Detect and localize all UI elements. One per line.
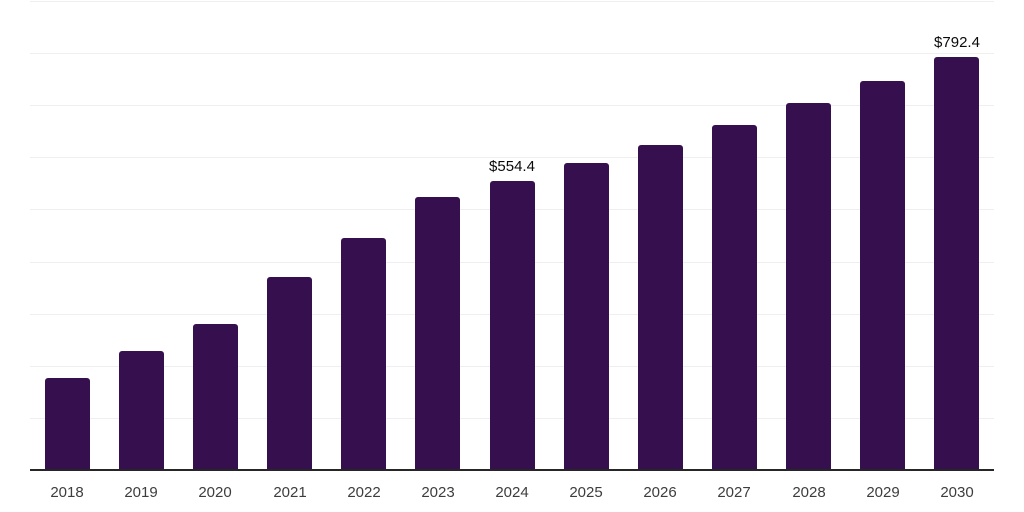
bar-2022 (341, 238, 386, 470)
bar-value-label: $792.4 (934, 34, 980, 51)
x-tick-label: 2023 (421, 484, 455, 501)
gridline (30, 53, 994, 54)
bar-2018 (45, 378, 90, 470)
x-tick-label: 2020 (198, 484, 232, 501)
x-tick-label: 2028 (792, 484, 826, 501)
x-tick-label: 2018 (50, 484, 84, 501)
gridline (30, 157, 994, 158)
gridline (30, 1, 994, 2)
bar-2023 (415, 197, 460, 470)
x-tick-label: 2021 (273, 484, 307, 501)
bar-2028 (786, 103, 831, 470)
bar-2027 (712, 125, 757, 470)
x-tick-label: 2026 (643, 484, 677, 501)
x-tick-label: 2024 (495, 484, 529, 501)
bar-2020 (193, 324, 238, 470)
bar-value-label: $554.4 (489, 158, 535, 175)
x-axis-line (30, 469, 994, 471)
bar-2026 (638, 145, 683, 470)
x-tick-label: 2019 (124, 484, 158, 501)
x-tick-label: 2029 (866, 484, 900, 501)
x-tick-label: 2030 (940, 484, 974, 501)
x-tick-label: 2027 (717, 484, 751, 501)
x-tick-label: 2022 (347, 484, 381, 501)
bar-2021 (267, 277, 312, 470)
bar-2025 (564, 163, 609, 470)
bar-2029 (860, 81, 905, 470)
bar-2024 (490, 181, 535, 470)
x-tick-label: 2025 (569, 484, 603, 501)
gridline (30, 105, 994, 106)
bar-2030 (934, 57, 979, 470)
bar-2019 (119, 351, 164, 470)
